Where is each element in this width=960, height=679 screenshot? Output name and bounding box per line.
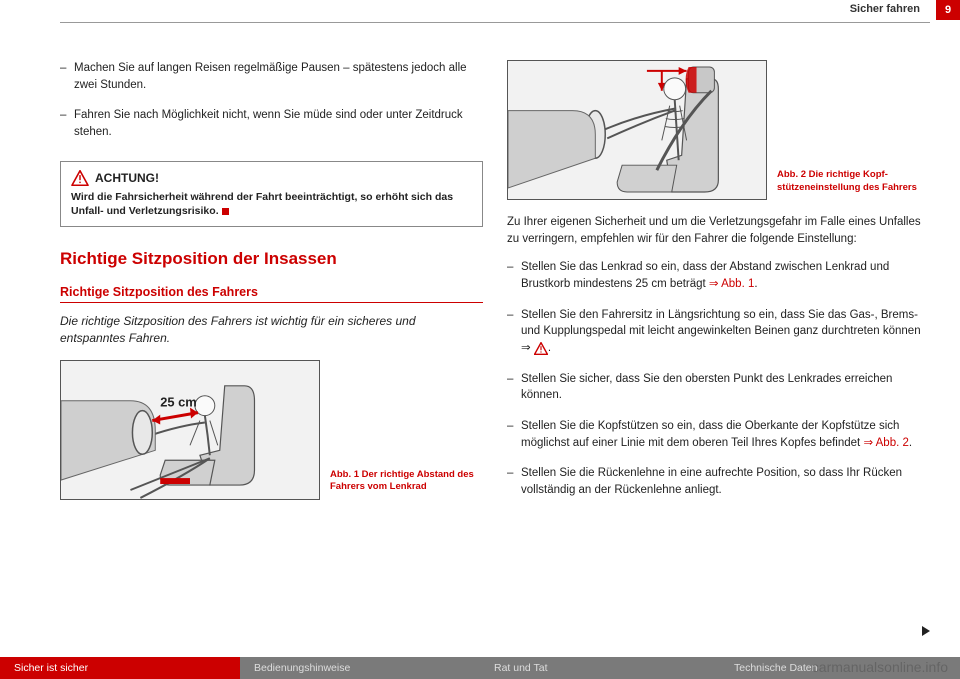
bullet-text: Stellen Sie das Lenkrad so ein, dass der…	[521, 259, 930, 292]
bullet-dash: –	[507, 259, 521, 292]
bullet-text: Machen Sie auf langen Reisen regelmäßige…	[74, 60, 483, 93]
left-column: – Machen Sie auf langen Reisen regelmäßi…	[60, 60, 483, 639]
page-header: Sicher fahren 9	[0, 0, 960, 22]
figure-1-illustration: 25 cm	[61, 361, 319, 500]
figure-2-illustration	[508, 61, 766, 200]
bullet-dash: –	[507, 418, 521, 451]
section-title: Richtige Sitzposition der Insassen	[60, 249, 483, 269]
intro-text: Die richtige Sitzposition des Fahrers is…	[60, 313, 483, 348]
right-column: Abb. 2 Die richtige Kopf­stützeneinstell…	[507, 60, 930, 639]
footer-tabs: Sicher ist sicher Bedienungshinweise Rat…	[0, 657, 960, 679]
bullet-dash: –	[60, 107, 74, 140]
header-rule	[60, 22, 930, 23]
page: Sicher fahren 9 – Machen Sie auf langen …	[0, 0, 960, 679]
continue-arrow-icon	[920, 625, 932, 637]
figure-2-caption: Abb. 2 Die richtige Kopf­stützeneinstell…	[777, 169, 930, 200]
bullet-text: Stellen Sie sicher, dass Sie den oberste…	[521, 371, 930, 404]
list-item: – Stellen Sie die Kopfstützen so ein, da…	[507, 418, 930, 451]
figure-1: 25 cm	[60, 360, 320, 500]
figure-2	[507, 60, 767, 200]
bullet-text: Stellen Sie den Fahrersitz in Längsricht…	[521, 307, 930, 357]
figure-1-row: 25 cm Abb. 1 Der richtige Abstand des Fa…	[60, 360, 483, 500]
footer-tab-active: Sicher ist sicher	[0, 657, 240, 679]
warning-box: ACHTUNG! Wird die Fahrsicherheit während…	[60, 161, 483, 227]
list-item: – Stellen Sie das Lenkrad so ein, dass d…	[507, 259, 930, 292]
warning-triangle-icon	[534, 342, 548, 355]
list-item: – Fahren Sie nach Möglichkeit nicht, wen…	[60, 107, 483, 140]
bullet-dash: –	[507, 307, 521, 357]
figure-2-row: Abb. 2 Die richtige Kopf­stützeneinstell…	[507, 60, 930, 200]
warning-heading: ACHTUNG!	[71, 170, 472, 186]
header-section-title: Sicher fahren	[850, 3, 920, 15]
footer-tab: Bedienungshinweise	[240, 657, 480, 679]
list-item: – Machen Sie auf langen Reisen regelmäßi…	[60, 60, 483, 93]
subsection-title: Richtige Sitzposition des Fahrers	[60, 285, 483, 303]
warning-label: ACHTUNG!	[95, 171, 159, 185]
paragraph: Zu Ihrer eigenen Sicherheit und um die V…	[507, 214, 930, 247]
footer-tab: Rat und Tat	[480, 657, 720, 679]
footer-tab: Technische Daten	[720, 657, 960, 679]
bullet-text: Fahren Sie nach Möglichkeit nicht, wenn …	[74, 107, 483, 140]
list-item: – Stellen Sie den Fahrersitz in Längsric…	[507, 307, 930, 357]
list-item: – Stellen Sie sicher, dass Sie den obers…	[507, 371, 930, 404]
bullet-dash: –	[507, 465, 521, 498]
bullet-dash: –	[60, 60, 74, 93]
figure-1-25cm-label: 25 cm	[160, 394, 197, 409]
warning-text: Wird die Fahrsicherheit während der Fahr…	[71, 190, 472, 218]
figure-reference: ⇒ Abb. 2	[863, 437, 908, 449]
figure-reference: ⇒ Abb. 1	[709, 278, 754, 290]
warning-triangle-icon	[71, 170, 89, 186]
page-number: 9	[936, 0, 960, 20]
bullet-text: Stellen Sie die Rückenlehne in eine aufr…	[521, 465, 930, 498]
bullet-text: Stellen Sie die Kopfstützen so ein, dass…	[521, 418, 930, 451]
bullet-dash: –	[507, 371, 521, 404]
figure-1-caption: Abb. 1 Der richtige Abstand des Fahrers …	[330, 469, 483, 500]
stop-square-icon	[222, 208, 229, 215]
content-area: – Machen Sie auf langen Reisen regelmäßi…	[60, 60, 930, 639]
list-item: – Stellen Sie die Rückenlehne in eine au…	[507, 465, 930, 498]
